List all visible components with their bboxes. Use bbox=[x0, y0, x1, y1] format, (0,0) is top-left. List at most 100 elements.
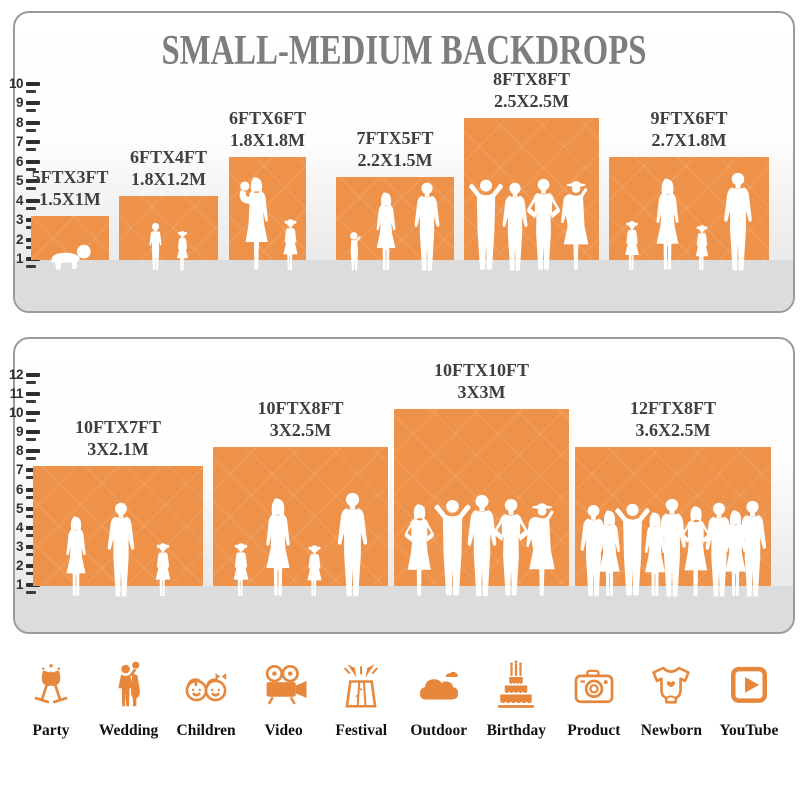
backdrop-size-label: 9FTX6FT 2.7X1.8M bbox=[650, 108, 727, 152]
ruler-half-tick bbox=[26, 265, 36, 268]
silhouette-man bbox=[337, 492, 367, 597]
size-feet: 7FTX5FT bbox=[356, 128, 434, 149]
ruler-half-tick bbox=[26, 533, 36, 537]
ruler-half-tick bbox=[26, 89, 36, 93]
ruler-number: 2 bbox=[15, 231, 24, 247]
silhouette-woman-baby bbox=[239, 177, 268, 270]
ruler-half-tick bbox=[26, 109, 36, 112]
backdrop-size-label: 6FTX6FT 1.8X1.8M bbox=[229, 108, 306, 152]
ruler-half-tick bbox=[26, 552, 36, 556]
backdrop-size-label: 7FTX5FT 2.2X1.5M bbox=[356, 128, 433, 172]
silhouette-girl bbox=[306, 545, 322, 597]
ruler-number: 3 bbox=[15, 538, 24, 554]
ruler-tick bbox=[26, 198, 40, 203]
ruler-number: 4 bbox=[15, 519, 24, 535]
size-meters: 1.5X1M bbox=[39, 189, 101, 210]
ruler-number: 10 bbox=[8, 75, 24, 91]
size-meters: 2.5X2.5M bbox=[493, 91, 569, 112]
category-label: Video bbox=[264, 722, 303, 739]
backdrop-size-label: 10FTX10FT 3X3M bbox=[434, 360, 529, 404]
ruler-half-tick bbox=[26, 380, 36, 384]
ruler-number: 1 bbox=[15, 577, 24, 592]
silhouette-group bbox=[229, 176, 306, 272]
silhouette-girl bbox=[155, 543, 171, 596]
category-label: Birthday bbox=[486, 722, 546, 739]
size-meters: 3X3M bbox=[457, 382, 506, 403]
category-youtube: YouTube bbox=[712, 658, 786, 740]
backdrop-rect-6ftx4ft bbox=[119, 196, 218, 260]
size-feet: 6FTX6FT bbox=[228, 108, 307, 129]
page-title: SMALL-MEDIUM BACKDROPS bbox=[161, 28, 647, 74]
size-feet: 6FTX4FT bbox=[129, 147, 208, 168]
category-party: Party bbox=[14, 658, 88, 740]
silhouette-group bbox=[213, 492, 388, 598]
category-newborn: Newborn bbox=[634, 658, 708, 740]
festival-icon bbox=[344, 664, 379, 708]
silhouette-man bbox=[738, 500, 766, 597]
silhouette-group bbox=[575, 498, 771, 598]
category-festival: Festival bbox=[324, 658, 398, 740]
ruler-tick bbox=[26, 179, 40, 183]
ruler-half-tick bbox=[26, 476, 36, 480]
youtube-icon bbox=[730, 666, 767, 703]
outdoor-icon bbox=[419, 671, 458, 700]
ruler-number: 7 bbox=[15, 134, 24, 149]
ruler-number: 7 bbox=[15, 462, 24, 478]
silhouette-group bbox=[609, 172, 769, 272]
category-label: Festival bbox=[335, 722, 388, 739]
ruler-tick bbox=[26, 430, 40, 435]
floor-strip bbox=[15, 260, 793, 311]
category-label: Product bbox=[567, 722, 621, 739]
ruler-half-tick bbox=[26, 457, 36, 461]
ruler-number: 3 bbox=[15, 212, 24, 227]
silhouette-woman bbox=[376, 192, 395, 270]
ruler-half-tick bbox=[26, 591, 36, 594]
silhouette-woman bbox=[66, 516, 86, 596]
category-video: Video bbox=[247, 658, 321, 740]
silhouette-girl bbox=[695, 225, 709, 271]
category-label: Wedding bbox=[98, 722, 159, 739]
backdrop-size-label: 6FTX4FT 1.8X1.2M bbox=[130, 147, 207, 191]
silhouette-baby bbox=[51, 244, 91, 270]
ruler-tick bbox=[26, 140, 40, 144]
silhouette-girl bbox=[176, 230, 189, 271]
category-product: Product bbox=[557, 658, 631, 740]
ruler-half-tick bbox=[26, 148, 36, 151]
size-meters: 1.8X1.8M bbox=[229, 130, 305, 151]
silhouette-group bbox=[119, 222, 218, 272]
backdrop-size-label: 8FTX8FT 2.5X2.5M bbox=[493, 69, 570, 113]
ruler-half-tick bbox=[26, 514, 36, 518]
ruler-number: 6 bbox=[15, 153, 24, 169]
ruler-number: 5 bbox=[15, 173, 24, 188]
backdrop-size-label: 10FTX7FT 3X2.1M bbox=[75, 417, 161, 461]
panel-large-backdrops: 1 2 3 4 5 6 7 8 9 10 11 12 10FTX7FT 3X2.1M 10FTX8FT 3X… bbox=[9, 337, 795, 634]
ruler-number: 10 bbox=[8, 405, 24, 421]
category-label: YouTube bbox=[719, 722, 779, 739]
size-meters: 3X2.5M bbox=[269, 420, 332, 441]
silhouette-man bbox=[724, 172, 752, 271]
children-icon bbox=[185, 673, 227, 702]
silhouette-girl bbox=[625, 221, 639, 271]
size-meters: 2.7X1.8M bbox=[651, 130, 727, 151]
category-wedding: Wedding bbox=[92, 658, 166, 740]
size-feet: 8FTX8FT bbox=[492, 69, 571, 90]
ruler-half-tick bbox=[26, 128, 36, 132]
size-feet: 10FTX8FT bbox=[257, 398, 344, 419]
ruler-half-tick bbox=[26, 167, 36, 171]
ruler-tick bbox=[26, 392, 40, 396]
ruler-number: 6 bbox=[15, 481, 24, 497]
category-birthday: Birthday bbox=[479, 658, 553, 740]
ruler-tick bbox=[26, 159, 40, 164]
video-icon bbox=[265, 664, 307, 705]
silhouette-group bbox=[31, 242, 109, 272]
silhouette-man bbox=[414, 182, 439, 271]
ruler-tick bbox=[26, 449, 40, 454]
silhouette-man bbox=[107, 502, 135, 597]
party-icon bbox=[34, 664, 68, 704]
birthday-icon bbox=[498, 660, 535, 708]
ruler-half-tick bbox=[26, 206, 36, 210]
ruler-half-tick bbox=[26, 571, 36, 575]
silhouette-woman bbox=[265, 498, 290, 596]
ruler-number: 2 bbox=[15, 557, 24, 573]
size-meters: 3X2.1M bbox=[87, 439, 149, 460]
